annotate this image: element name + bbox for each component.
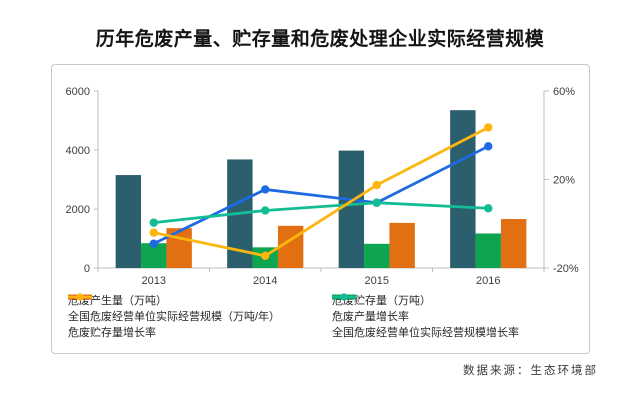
legend-item: 全国危废经营单位实际经营规模增长率 bbox=[332, 293, 519, 340]
legend-column-right: 危废贮存量（万吨） 危废产量增长率全国危废经营单位实际经营规模增长率 bbox=[332, 292, 519, 340]
legend-item: 危废贮存量增长率 bbox=[68, 293, 280, 340]
axis-labels: 0 2000 4000 6000 -20% 20% 60% 2013 2014 2015 2016 bbox=[66, 86, 579, 287]
data-point bbox=[484, 204, 493, 213]
legend-label: 危废贮存量增长率 bbox=[68, 327, 156, 339]
legend-label: 全国危废经营单位实际经营规模增长率 bbox=[332, 327, 519, 339]
data-point bbox=[484, 142, 493, 151]
data-point bbox=[261, 251, 270, 261]
line-series-storage_growth bbox=[149, 123, 493, 261]
legend-label: 危废贮存量（万吨） bbox=[332, 295, 431, 307]
right-axis-tick-label: -20% bbox=[553, 263, 579, 275]
legend-item: 全国危废经营单位实际经营规模（万吨/年） bbox=[68, 294, 281, 324]
line-marker-swatch-icon bbox=[68, 293, 92, 301]
bar-series-storage bbox=[141, 233, 501, 268]
legend-item: 危废贮存量（万吨） bbox=[332, 292, 519, 308]
data-point bbox=[372, 180, 381, 190]
bar bbox=[450, 110, 476, 268]
data-point bbox=[261, 206, 270, 215]
right-axis-tick-label: 60% bbox=[553, 86, 575, 98]
bar bbox=[338, 150, 365, 268]
x-axis-category-label: 2015 bbox=[365, 275, 389, 287]
left-axis-tick-label: 0 bbox=[84, 263, 90, 275]
bar bbox=[389, 222, 415, 268]
right-axis-tick-label: 20% bbox=[553, 175, 575, 187]
legend-label: 危废产生量（万吨） bbox=[68, 295, 167, 307]
line-marker-swatch-icon bbox=[332, 293, 356, 301]
bar bbox=[115, 175, 142, 268]
line-series-production_growth bbox=[149, 142, 493, 248]
chart-panel: 0 2000 4000 6000 -20% 20% 60% 2013 2014 2015 2016 … bbox=[51, 64, 590, 354]
legend-item: 危废产量增长率 bbox=[332, 293, 519, 324]
data-source-caption: 数据来源：生态环境部 bbox=[463, 365, 598, 377]
left-axis-tick-label: 4000 bbox=[66, 145, 90, 157]
data-point bbox=[372, 198, 381, 207]
data-point bbox=[149, 228, 158, 237]
bar bbox=[500, 219, 527, 268]
left-axis-tick-label: 2000 bbox=[66, 204, 90, 216]
data-point bbox=[484, 123, 493, 132]
x-axis-category-label: 2014 bbox=[253, 275, 277, 287]
bar bbox=[364, 243, 390, 268]
x-axis-category-label: 2016 bbox=[476, 275, 500, 287]
legend-label: 危废产量增长率 bbox=[332, 311, 409, 323]
line-series-scale_growth bbox=[149, 198, 493, 227]
chart-title: 历年危废产量、贮存量和危废处理企业实际经营规模 bbox=[95, 29, 545, 50]
bar bbox=[475, 233, 501, 268]
x-axis-category-label: 2013 bbox=[142, 275, 166, 287]
legend-label: 全国危废经营单位实际经营规模（万吨/年） bbox=[68, 311, 281, 323]
data-point bbox=[149, 218, 158, 227]
left-axis-tick-label: 6000 bbox=[66, 86, 90, 98]
data-point bbox=[261, 185, 270, 194]
legend-column-left: 危废产生量（万吨） 全国危废经营单位实际经营规模（万吨/年） 危废贮存量增长率 bbox=[68, 292, 280, 340]
legend-item: 危废产生量（万吨） bbox=[68, 292, 280, 308]
data-point bbox=[149, 239, 158, 248]
combo-chart: 0 2000 4000 6000 -20% 20% 60% 2013 2014 2015 2016 bbox=[66, 86, 579, 287]
